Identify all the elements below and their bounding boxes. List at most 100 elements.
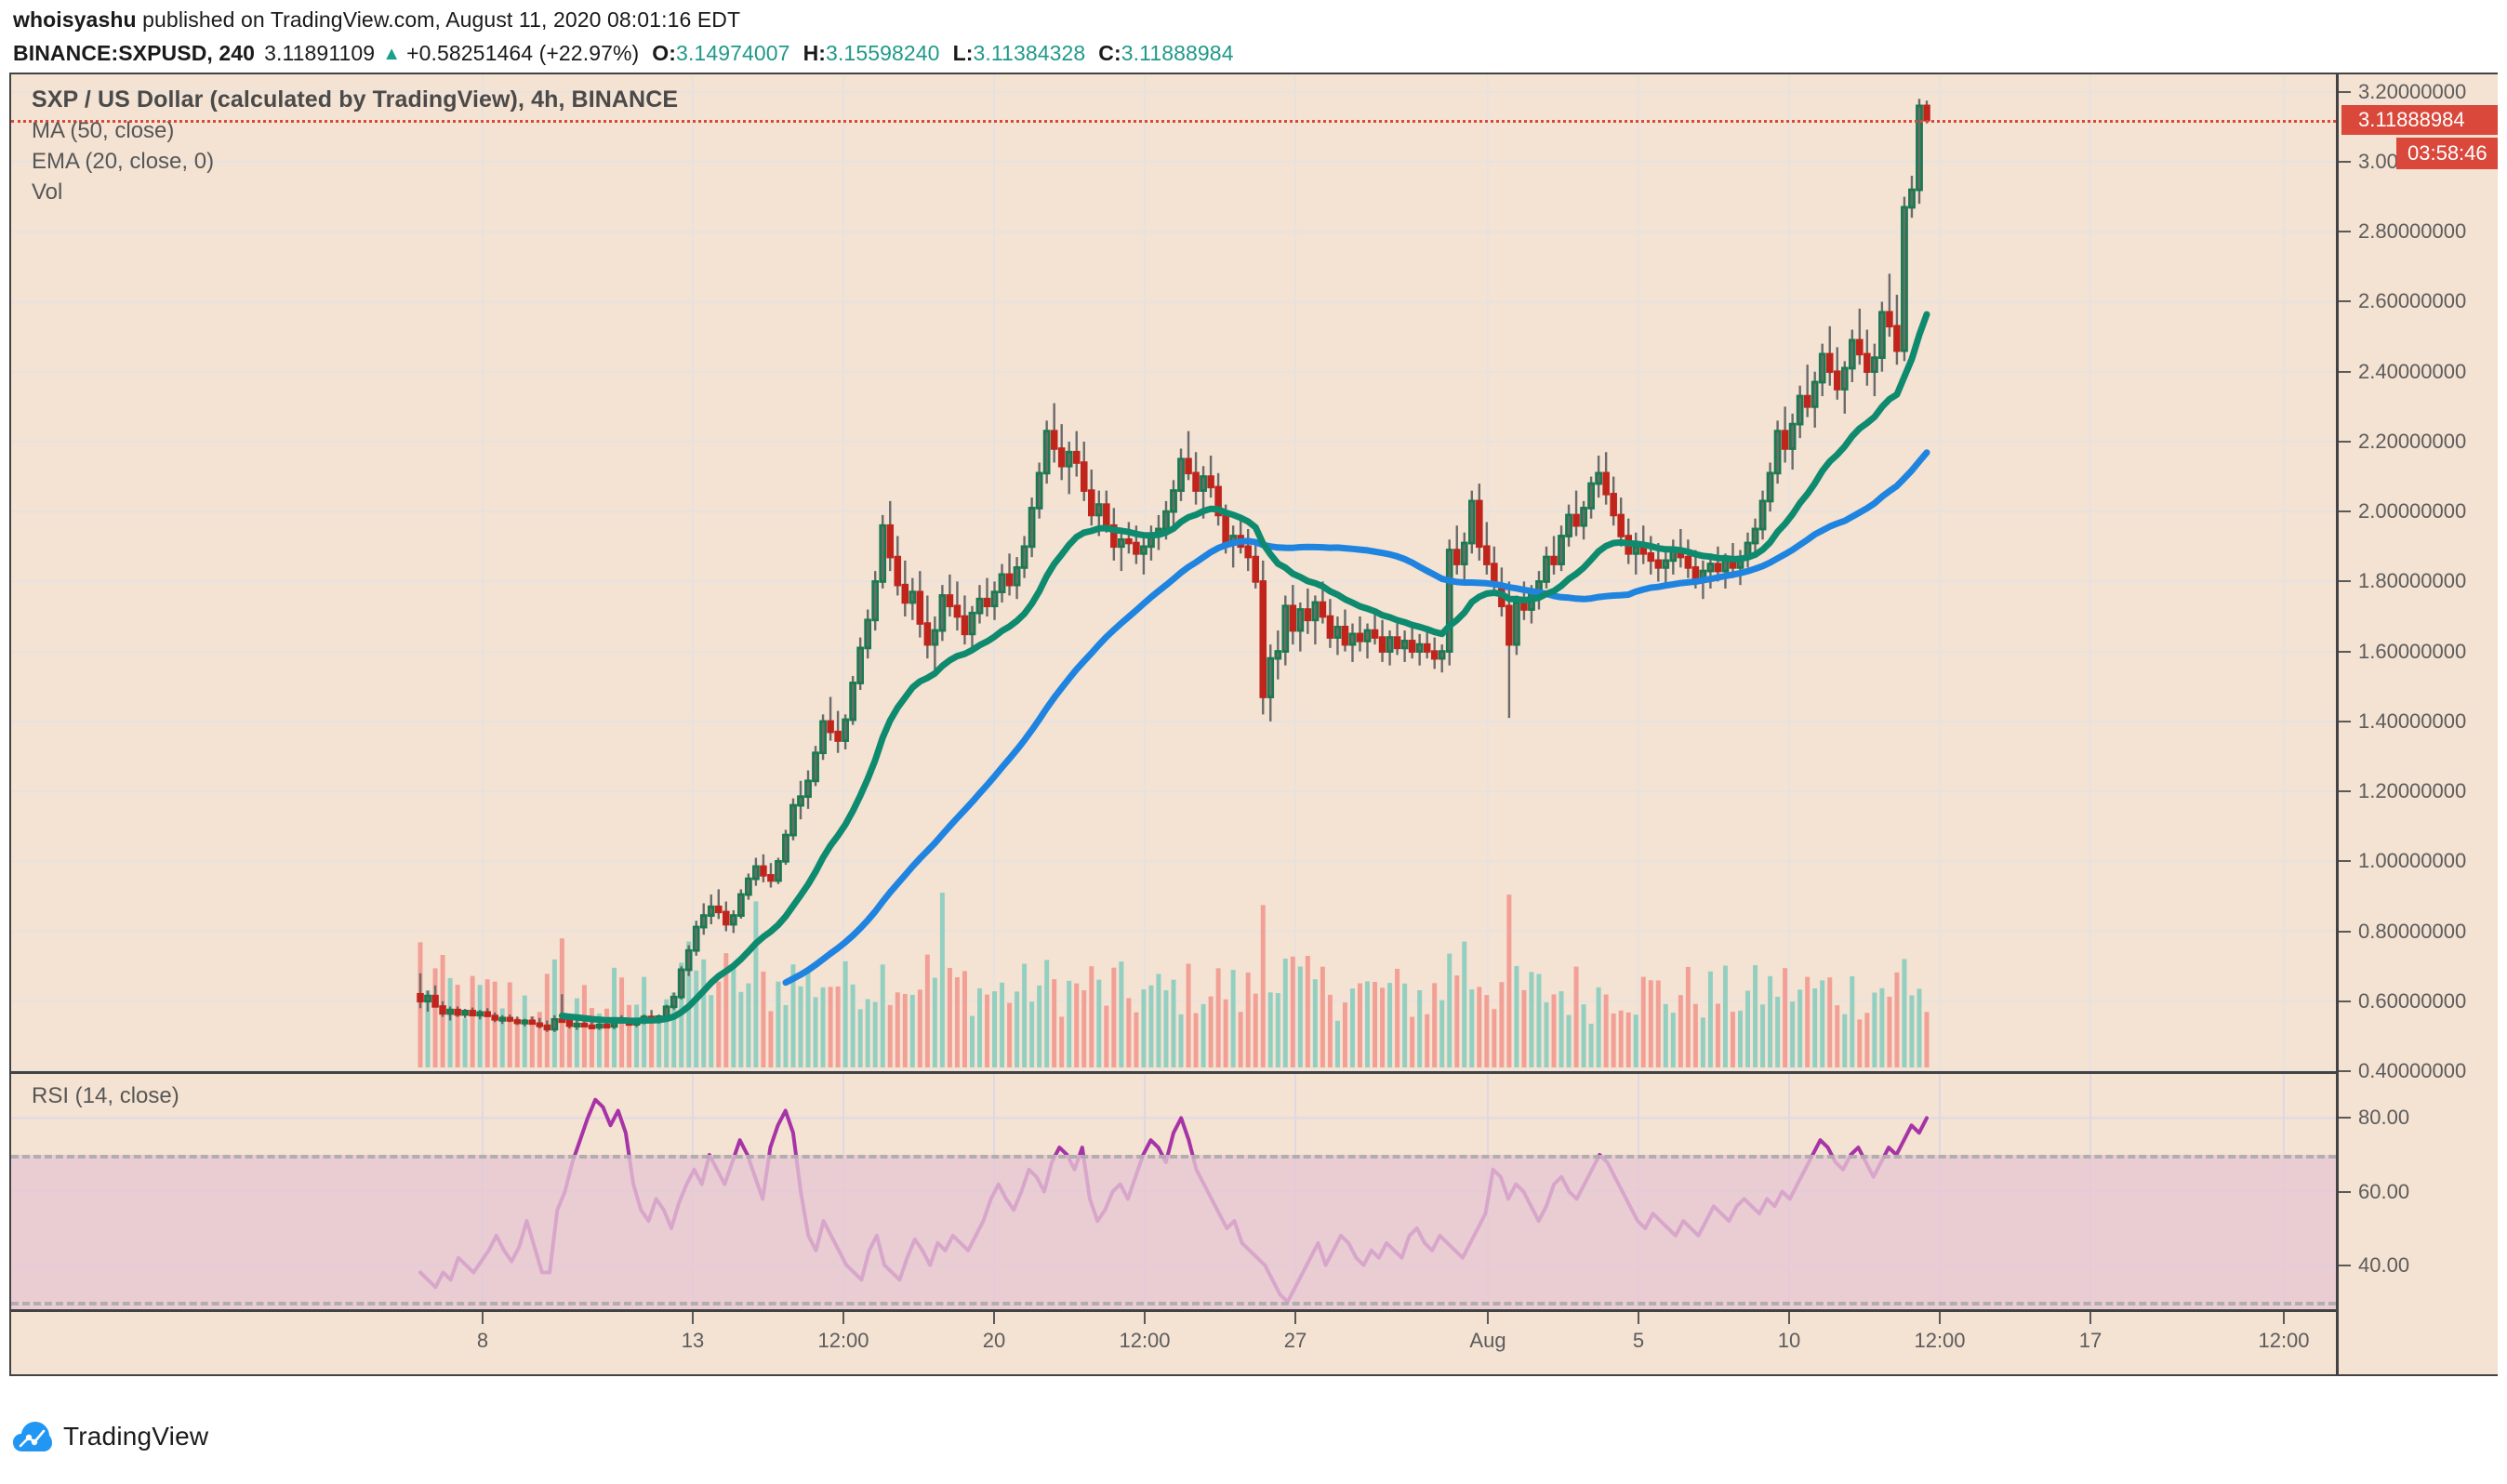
price-tick (2339, 231, 2351, 233)
high-value: 3.15598240 (826, 41, 940, 65)
time-axis-label: 5 (1632, 1329, 1645, 1352)
low-key: L: (952, 41, 974, 65)
time-axis-label: 12:00 (1914, 1329, 1966, 1352)
last-price-line (11, 120, 2336, 124)
price-scale-label: 3.20000000 (2358, 79, 2467, 103)
price-scale-label: 2.20000000 (2358, 429, 2467, 453)
time-axis-label: 8 (476, 1329, 489, 1352)
price-scale-label: 0.40000000 (2358, 1059, 2467, 1082)
time-tick (692, 1312, 694, 1324)
symbol-label: BINANCE:SXPUSD, 240 (13, 41, 256, 65)
price-pane[interactable]: SXP / US Dollar (calculated by TradingVi… (11, 74, 2336, 1071)
time-tick (2283, 1312, 2285, 1324)
price-scale-label: 1.80000000 (2358, 569, 2467, 593)
price-scale-label: 1.00000000 (2358, 849, 2467, 873)
price-tick (2339, 1000, 2351, 1002)
price-scale-label: 2.60000000 (2358, 289, 2467, 313)
rsi-tick (2339, 1117, 2351, 1120)
price-scale-label: 1.60000000 (2358, 639, 2467, 663)
close-key: C: (1098, 41, 1121, 65)
time-tick (1939, 1312, 1941, 1324)
time-tick (842, 1312, 844, 1324)
price-axis-divider (2336, 74, 2339, 1374)
time-tick (482, 1312, 484, 1324)
time-tick (1788, 1312, 1790, 1324)
attribution-line: whoisyashu published on TradingView.com,… (13, 7, 740, 33)
rsi-tick (2339, 1264, 2351, 1266)
price-tick (2339, 650, 2351, 653)
time-axis[interactable]: 8 13 12:00 20 12:00 27 Aug 5 10 12:00 17 12:00 (11, 1312, 2336, 1374)
price-tick (2339, 510, 2351, 513)
time-axis-label: 13 (681, 1329, 705, 1352)
rsi-70-level (11, 1154, 2336, 1159)
pane-divider (11, 1071, 2336, 1074)
tradingview-brand: TradingView (63, 1422, 209, 1451)
price-scale[interactable]: 3.200000003.000000002.800000002.60000000… (2339, 74, 2498, 1374)
time-tick (1144, 1312, 1146, 1324)
price-scale-label: 1.20000000 (2358, 779, 2467, 803)
tradingview-logo-icon (13, 1421, 52, 1452)
low-value: 3.11384328 (973, 41, 1086, 65)
price-scale-label: 0.60000000 (2358, 988, 2467, 1013)
price-tick (2339, 790, 2351, 793)
time-axis-divider (11, 1309, 2336, 1312)
tradingview-footer: TradingView (13, 1421, 208, 1452)
time-axis-label: Aug (1469, 1329, 1506, 1352)
time-axis-label: 27 (1283, 1329, 1307, 1352)
up-arrow-icon: ▲ (382, 44, 402, 64)
time-axis-label: 17 (2078, 1329, 2102, 1352)
time-axis-label: 12:00 (2258, 1329, 2310, 1352)
time-axis-label: 12:00 (1119, 1329, 1171, 1352)
price-scale-label: 0.80000000 (2358, 919, 2467, 943)
open-key: O: (652, 41, 677, 65)
high-key: H: (803, 41, 827, 65)
author-name: whoisyashu (13, 7, 137, 32)
rsi-legend[interactable]: RSI (14, close) (32, 1083, 179, 1108)
price-scale-label: 2.40000000 (2358, 359, 2467, 383)
price-change: +0.58251464 (+22.97%) (406, 41, 640, 65)
legend-ema[interactable]: EMA (20, close, 0) (32, 149, 215, 174)
price-tick (2339, 860, 2351, 863)
price-scale-label: 2.00000000 (2358, 499, 2467, 523)
open-value: 3.14974007 (676, 41, 790, 65)
rsi-tick (2339, 1190, 2351, 1193)
price-legend: SXP / US Dollar (calculated by TradingVi… (32, 84, 678, 207)
rsi-scale-label: 80.00 (2358, 1106, 2410, 1130)
close-value: 3.11888984 (1121, 41, 1234, 65)
legend-vol[interactable]: Vol (32, 179, 63, 205)
price-tick (2339, 161, 2351, 164)
time-tick (1294, 1312, 1296, 1324)
time-axis-label: 12:00 (817, 1329, 869, 1352)
last-price: 3.11891109 (264, 41, 376, 65)
rsi-scale-label: 40.00 (2358, 1252, 2410, 1277)
chart-frame[interactable]: SXP / US Dollar (calculated by TradingVi… (9, 73, 2498, 1376)
legend-ma[interactable]: MA (50, close) (32, 118, 175, 143)
rsi-scale-label: 60.00 (2358, 1179, 2410, 1203)
price-series-svg (11, 74, 2336, 1071)
rsi-overbought-oversold-band (11, 1154, 2336, 1303)
price-scale-label: 2.80000000 (2358, 219, 2467, 244)
price-tick (2339, 580, 2351, 583)
price-tick (2339, 930, 2351, 933)
rsi-30-level (11, 1302, 2336, 1306)
time-tick (1638, 1312, 1639, 1324)
time-axis-label: 10 (1777, 1329, 1801, 1352)
price-tick (2339, 370, 2351, 373)
time-axis-label: 20 (982, 1329, 1006, 1352)
time-tick (1487, 1312, 1489, 1324)
price-tick (2339, 90, 2351, 93)
time-tick (2089, 1312, 2091, 1324)
price-scale-label: 1.40000000 (2358, 709, 2467, 733)
price-tick (2339, 300, 2351, 303)
price-tick (2339, 720, 2351, 722)
price-tick (2339, 1070, 2351, 1072)
last-price-badge[interactable]: 3.11888984 (2341, 105, 2498, 136)
attribution-rest: published on TradingView.com, August 11,… (136, 7, 741, 32)
quote-line: BINANCE:SXPUSD, 240 3.11891109 ▲ +0.5825146… (13, 41, 1234, 66)
time-tick (993, 1312, 995, 1324)
legend-title: SXP / US Dollar (calculated by TradingVi… (32, 86, 679, 113)
countdown-badge[interactable]: 03:58:46 (2396, 138, 2498, 170)
rsi-pane[interactable]: RSI (14, close) (11, 1074, 2336, 1309)
price-tick (2339, 440, 2351, 443)
